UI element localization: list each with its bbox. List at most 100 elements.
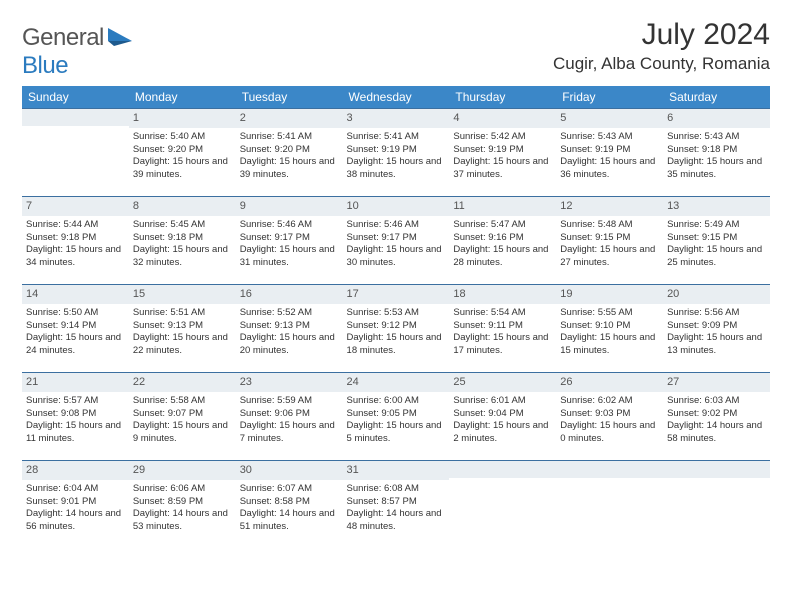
day-cell: 12Sunrise: 5:48 AMSunset: 9:15 PMDayligh… bbox=[556, 196, 663, 284]
day-cell: 21Sunrise: 5:57 AMSunset: 9:08 PMDayligh… bbox=[22, 372, 129, 460]
day-cell: 2Sunrise: 5:41 AMSunset: 9:20 PMDaylight… bbox=[236, 108, 343, 196]
daylight-line: Daylight: 15 hours and 22 minutes. bbox=[133, 332, 232, 358]
day-number: 12 bbox=[556, 196, 663, 216]
dayname-header: Wednesday bbox=[343, 86, 450, 108]
sunrise-line: Sunrise: 5:44 AM bbox=[26, 219, 125, 232]
day-number: 29 bbox=[129, 460, 236, 480]
daylight-line: Daylight: 14 hours and 53 minutes. bbox=[133, 508, 232, 534]
dayname-header: Friday bbox=[556, 86, 663, 108]
empty-day-bar bbox=[22, 108, 129, 126]
dayname-row: SundayMondayTuesdayWednesdayThursdayFrid… bbox=[22, 86, 770, 108]
sunset-line: Sunset: 9:17 PM bbox=[347, 232, 446, 245]
day-cell: 4Sunrise: 5:42 AMSunset: 9:19 PMDaylight… bbox=[449, 108, 556, 196]
calendar-body: 1Sunrise: 5:40 AMSunset: 9:20 PMDaylight… bbox=[22, 108, 770, 548]
dayname-header: Tuesday bbox=[236, 86, 343, 108]
sunset-line: Sunset: 9:15 PM bbox=[667, 232, 766, 245]
sunset-line: Sunset: 9:07 PM bbox=[133, 408, 232, 421]
day-number: 19 bbox=[556, 284, 663, 304]
day-details: Sunrise: 6:06 AMSunset: 8:59 PMDaylight:… bbox=[133, 483, 232, 534]
empty-day-bar bbox=[663, 460, 770, 478]
dayname-header: Monday bbox=[129, 86, 236, 108]
daylight-line: Daylight: 15 hours and 20 minutes. bbox=[240, 332, 339, 358]
daylight-line: Daylight: 14 hours and 48 minutes. bbox=[347, 508, 446, 534]
sunrise-line: Sunrise: 5:52 AM bbox=[240, 307, 339, 320]
empty-day-bar bbox=[556, 460, 663, 478]
sunset-line: Sunset: 8:59 PM bbox=[133, 496, 232, 509]
day-number: 21 bbox=[22, 372, 129, 392]
sunrise-line: Sunrise: 5:41 AM bbox=[240, 131, 339, 144]
daylight-line: Daylight: 15 hours and 34 minutes. bbox=[26, 244, 125, 270]
week-row: 1Sunrise: 5:40 AMSunset: 9:20 PMDaylight… bbox=[22, 108, 770, 196]
logo: General Blue bbox=[22, 18, 132, 80]
dayname-header: Saturday bbox=[663, 86, 770, 108]
month-year: July 2024 bbox=[553, 18, 770, 52]
sunset-line: Sunset: 9:13 PM bbox=[133, 320, 232, 333]
daylight-line: Daylight: 15 hours and 5 minutes. bbox=[347, 420, 446, 446]
daylight-line: Daylight: 14 hours and 51 minutes. bbox=[240, 508, 339, 534]
daylight-line: Daylight: 15 hours and 39 minutes. bbox=[133, 156, 232, 182]
sunrise-line: Sunrise: 5:51 AM bbox=[133, 307, 232, 320]
sunrise-line: Sunrise: 6:01 AM bbox=[453, 395, 552, 408]
sunset-line: Sunset: 9:02 PM bbox=[667, 408, 766, 421]
day-cell: 13Sunrise: 5:49 AMSunset: 9:15 PMDayligh… bbox=[663, 196, 770, 284]
sunrise-line: Sunrise: 5:50 AM bbox=[26, 307, 125, 320]
daylight-line: Daylight: 15 hours and 9 minutes. bbox=[133, 420, 232, 446]
day-cell: 6Sunrise: 5:43 AMSunset: 9:18 PMDaylight… bbox=[663, 108, 770, 196]
day-cell: 24Sunrise: 6:00 AMSunset: 9:05 PMDayligh… bbox=[343, 372, 450, 460]
sunrise-line: Sunrise: 6:00 AM bbox=[347, 395, 446, 408]
sunset-line: Sunset: 9:18 PM bbox=[133, 232, 232, 245]
sunrise-line: Sunrise: 6:08 AM bbox=[347, 483, 446, 496]
sunrise-line: Sunrise: 6:02 AM bbox=[560, 395, 659, 408]
day-number: 27 bbox=[663, 372, 770, 392]
daylight-line: Daylight: 15 hours and 17 minutes. bbox=[453, 332, 552, 358]
title-block: July 2024 Cugir, Alba County, Romania bbox=[553, 18, 770, 74]
sunrise-line: Sunrise: 5:48 AM bbox=[560, 219, 659, 232]
day-cell bbox=[556, 460, 663, 548]
day-cell bbox=[663, 460, 770, 548]
day-details: Sunrise: 5:41 AMSunset: 9:20 PMDaylight:… bbox=[240, 131, 339, 182]
day-details: Sunrise: 5:41 AMSunset: 9:19 PMDaylight:… bbox=[347, 131, 446, 182]
day-cell: 28Sunrise: 6:04 AMSunset: 9:01 PMDayligh… bbox=[22, 460, 129, 548]
day-details: Sunrise: 5:45 AMSunset: 9:18 PMDaylight:… bbox=[133, 219, 232, 270]
sunrise-line: Sunrise: 5:57 AM bbox=[26, 395, 125, 408]
logo-general: General bbox=[22, 24, 104, 51]
day-cell: 15Sunrise: 5:51 AMSunset: 9:13 PMDayligh… bbox=[129, 284, 236, 372]
empty-day-bar bbox=[449, 460, 556, 478]
day-details: Sunrise: 5:40 AMSunset: 9:20 PMDaylight:… bbox=[133, 131, 232, 182]
day-details: Sunrise: 6:01 AMSunset: 9:04 PMDaylight:… bbox=[453, 395, 552, 446]
sunrise-line: Sunrise: 6:07 AM bbox=[240, 483, 339, 496]
day-cell: 17Sunrise: 5:53 AMSunset: 9:12 PMDayligh… bbox=[343, 284, 450, 372]
sunset-line: Sunset: 9:15 PM bbox=[560, 232, 659, 245]
day-number: 16 bbox=[236, 284, 343, 304]
sunrise-line: Sunrise: 5:49 AM bbox=[667, 219, 766, 232]
week-row: 7Sunrise: 5:44 AMSunset: 9:18 PMDaylight… bbox=[22, 196, 770, 284]
sunset-line: Sunset: 9:11 PM bbox=[453, 320, 552, 333]
day-details: Sunrise: 5:55 AMSunset: 9:10 PMDaylight:… bbox=[560, 307, 659, 358]
sunrise-line: Sunrise: 5:58 AM bbox=[133, 395, 232, 408]
sunset-line: Sunset: 9:19 PM bbox=[347, 144, 446, 157]
day-details: Sunrise: 5:59 AMSunset: 9:06 PMDaylight:… bbox=[240, 395, 339, 446]
sunrise-line: Sunrise: 5:46 AM bbox=[347, 219, 446, 232]
day-number: 30 bbox=[236, 460, 343, 480]
daylight-line: Daylight: 15 hours and 32 minutes. bbox=[133, 244, 232, 270]
sunset-line: Sunset: 9:14 PM bbox=[26, 320, 125, 333]
daylight-line: Daylight: 15 hours and 30 minutes. bbox=[347, 244, 446, 270]
day-number: 6 bbox=[663, 108, 770, 128]
day-details: Sunrise: 5:44 AMSunset: 9:18 PMDaylight:… bbox=[26, 219, 125, 270]
daylight-line: Daylight: 15 hours and 38 minutes. bbox=[347, 156, 446, 182]
day-details: Sunrise: 6:07 AMSunset: 8:58 PMDaylight:… bbox=[240, 483, 339, 534]
day-details: Sunrise: 6:04 AMSunset: 9:01 PMDaylight:… bbox=[26, 483, 125, 534]
daylight-line: Daylight: 15 hours and 0 minutes. bbox=[560, 420, 659, 446]
day-cell: 31Sunrise: 6:08 AMSunset: 8:57 PMDayligh… bbox=[343, 460, 450, 548]
sunrise-line: Sunrise: 6:03 AM bbox=[667, 395, 766, 408]
day-details: Sunrise: 6:03 AMSunset: 9:02 PMDaylight:… bbox=[667, 395, 766, 446]
sunrise-line: Sunrise: 5:53 AM bbox=[347, 307, 446, 320]
daylight-line: Daylight: 15 hours and 31 minutes. bbox=[240, 244, 339, 270]
sunrise-line: Sunrise: 5:41 AM bbox=[347, 131, 446, 144]
day-details: Sunrise: 5:51 AMSunset: 9:13 PMDaylight:… bbox=[133, 307, 232, 358]
daylight-line: Daylight: 15 hours and 11 minutes. bbox=[26, 420, 125, 446]
day-number: 9 bbox=[236, 196, 343, 216]
sunrise-line: Sunrise: 5:42 AM bbox=[453, 131, 552, 144]
day-details: Sunrise: 5:54 AMSunset: 9:11 PMDaylight:… bbox=[453, 307, 552, 358]
sunset-line: Sunset: 9:16 PM bbox=[453, 232, 552, 245]
